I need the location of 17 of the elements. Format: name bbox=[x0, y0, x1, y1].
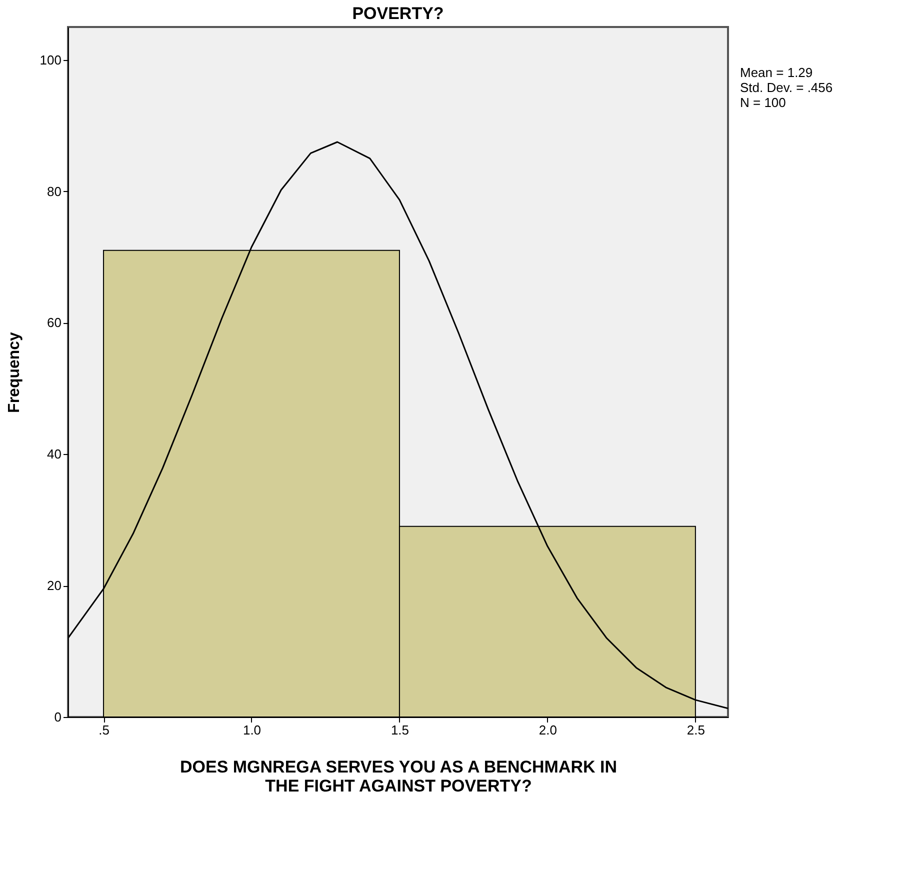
y-tick-label: 80 bbox=[47, 184, 62, 199]
y-tick-label: 100 bbox=[40, 52, 62, 68]
text: Std. Dev. = .456 bbox=[740, 80, 833, 95]
y-tick-label: 20 bbox=[47, 578, 62, 594]
x-tick-label: 1.0 bbox=[242, 722, 262, 738]
y-axis-title: Frequency bbox=[6, 332, 23, 413]
text: Mean = 1.29 bbox=[740, 65, 813, 80]
x-tick-label: 2.0 bbox=[538, 722, 557, 738]
y-tick-label: 0 bbox=[54, 710, 62, 724]
x-axis-title: DOES MGNREGA SERVES YOU AS A BENCHMARK IN THE FIGHT AGAINST POVERTY? bbox=[180, 758, 618, 796]
x-tick-label: 2.5 bbox=[686, 722, 705, 738]
y-tick-label: 40 bbox=[47, 446, 62, 462]
chart-title: POVERTY? bbox=[352, 4, 444, 23]
x-tick-label: .5 bbox=[98, 722, 110, 738]
x-tick-label: 1.5 bbox=[390, 722, 410, 738]
y-tick-label: 60 bbox=[47, 315, 62, 330]
text: N = 100 bbox=[740, 95, 786, 110]
